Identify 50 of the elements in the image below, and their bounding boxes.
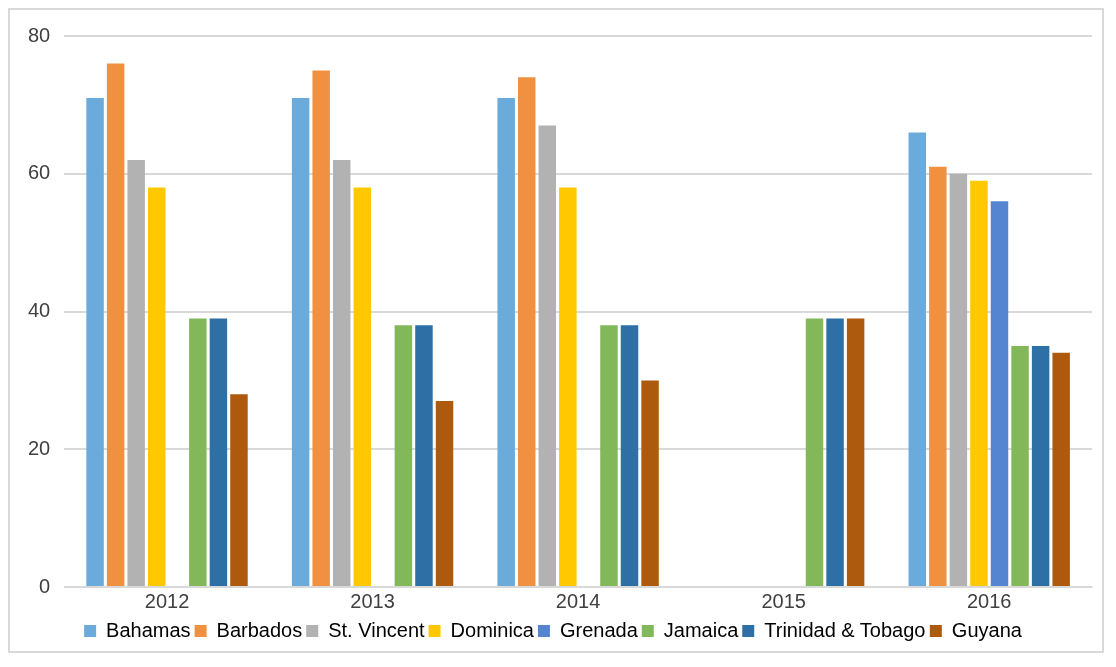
legend-label: Guyana [951,618,1023,641]
bar [230,394,248,586]
bar [990,201,1009,586]
bar [333,159,351,586]
bar [970,180,988,586]
bar [353,187,372,586]
bar [209,318,228,586]
bar [805,318,824,586]
bar [641,380,659,586]
bar [86,97,104,586]
y-tick-label: 60 [28,161,51,184]
legend-label: Dominica [450,618,535,641]
x-tick-label: 2015 [761,589,806,612]
bar [127,159,145,586]
bar [538,125,557,586]
x-tick-label: 2013 [350,589,395,612]
bar [559,187,577,586]
bar [908,132,927,586]
bar [518,77,536,586]
bar [600,325,618,586]
bar [497,97,515,586]
x-tick-label: 2012 [144,589,190,612]
legend-label: Jamaica [663,618,740,641]
bar [949,173,968,586]
bar [148,187,166,586]
x-tick-label: 2016 [966,589,1012,612]
bar [1031,345,1050,586]
legend-label: St. Vincent [328,618,426,641]
bar [394,325,413,586]
bar [929,166,947,586]
bar [189,318,207,586]
bar [435,401,454,586]
bar [846,318,865,586]
bar [312,70,330,586]
bar [415,325,433,586]
y-tick-label: 0 [39,574,51,597]
bar [291,97,310,586]
bar [1052,352,1070,586]
legend-label: Bahamas [106,618,191,641]
legend-label: Barbados [216,618,303,641]
bar [106,63,125,586]
y-tick-label: 80 [28,23,51,46]
x-tick-label: 2014 [555,589,601,612]
bar [1011,345,1029,586]
legend-label: Trinidad & Tobago [764,618,926,641]
bar [826,318,844,586]
y-tick-label: 40 [28,299,51,322]
y-tick-label: 20 [28,436,51,459]
legend-label: Grenada [559,618,639,641]
bar [620,325,639,586]
